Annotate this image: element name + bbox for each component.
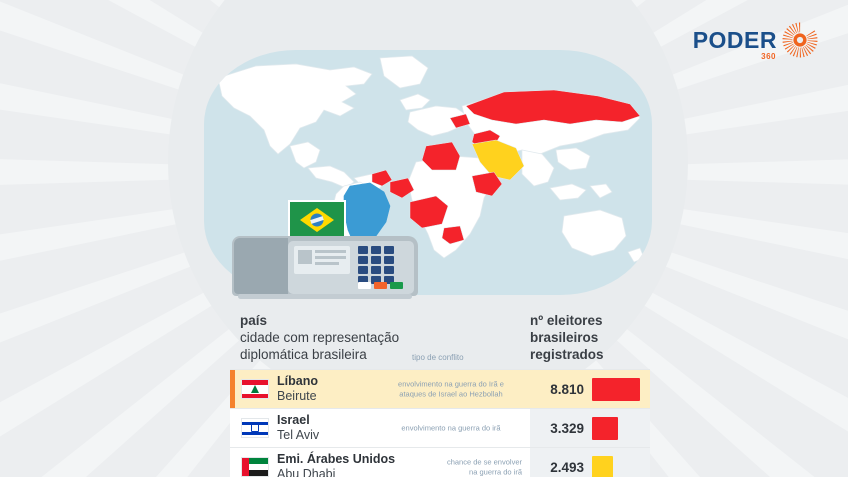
urna-key	[358, 266, 368, 274]
brazil-flag-badge	[288, 200, 346, 240]
header-eleitores-line2: brasileiros	[530, 330, 599, 345]
urna-screen-photo	[298, 250, 312, 264]
world-map-card	[204, 50, 652, 295]
header-eleitores-line3: registrados	[530, 347, 604, 362]
lebanon-flag	[242, 380, 268, 398]
table-row[interactable]: Líbano Beirute envolvimento na guerra do I…	[230, 369, 650, 408]
urna-key	[371, 246, 381, 254]
table-row[interactable]: Emi. Árabes Unidos Abu Dhabi chance de se …	[230, 447, 650, 477]
poder360-logo[interactable]: PODER 360	[692, 20, 818, 61]
row-voters-bar	[592, 377, 640, 401]
row-voters-cell: 3.329	[530, 409, 650, 447]
row-city-name: Tel Aviv	[277, 428, 320, 442]
urna-key	[371, 276, 381, 284]
row-country-name: Líbano	[277, 374, 318, 388]
urna-key	[384, 256, 394, 264]
row-conflict-type: envolvimento na guerra do Irã e ataques d…	[398, 379, 504, 399]
urna-branco-key	[358, 282, 371, 289]
row-voters-count: 8.810	[550, 381, 584, 397]
row-city-name: Abu Dhabi	[277, 467, 336, 477]
row-voters-bar	[592, 455, 613, 477]
row-conflict-type: envolvimento na guerra do irã	[401, 423, 501, 433]
row-names: Emi. Árabes Unidos Abu Dhabi	[277, 452, 395, 477]
row-voters-cell: 8.810	[530, 370, 650, 408]
urna-key	[358, 246, 368, 254]
table-header-right: nº eleitores brasileiros registrados	[530, 312, 650, 363]
urna-left-panel	[234, 238, 288, 294]
urna-corrige-key	[374, 282, 387, 289]
logo-wordmark: PODER 360	[692, 26, 777, 61]
header-cidade-line1: cidade com representação	[240, 330, 400, 345]
row-names: Líbano Beirute	[277, 374, 318, 404]
urna-key	[371, 266, 381, 274]
logo-poder-text: PODER	[692, 26, 777, 53]
world-map	[217, 55, 645, 279]
table-body: Líbano Beirute envolvimento na guerra do I…	[230, 369, 650, 477]
header-cidade-line2: diplomática brasileira	[240, 347, 367, 362]
urna-key	[384, 266, 394, 274]
voters-table: país cidade com representação diplomátic…	[230, 305, 650, 477]
urna-key	[384, 246, 394, 254]
table-header-left: país cidade com representação diplomátic…	[230, 312, 530, 363]
uae-flag	[242, 458, 268, 476]
header-eleitores-line1: nº eleitores	[530, 313, 603, 328]
row-country-name: Israel	[277, 413, 310, 427]
urna-key	[358, 256, 368, 264]
table-header: país cidade com representação diplomátic…	[230, 305, 650, 369]
urna-base-shadow	[238, 294, 412, 299]
row-country-cell: Líbano Beirute envolvimento na guerra do I…	[230, 370, 530, 408]
urna-eletronica-illustration	[232, 236, 418, 302]
israel-flag	[242, 419, 268, 437]
header-tipo-conflito: tipo de conflito	[412, 353, 464, 362]
row-voters-count: 2.493	[550, 459, 584, 475]
table-row[interactable]: Israel Tel Aviv envolvimento na guerra do …	[230, 408, 650, 447]
sunburst-circle-icon	[782, 22, 818, 58]
row-voters-cell: 2.493	[530, 448, 650, 477]
urna-screen-line	[315, 256, 346, 259]
urna-screen-line	[315, 250, 346, 253]
row-country-cell: Emi. Árabes Unidos Abu Dhabi chance de se …	[230, 448, 530, 477]
row-voters-bar	[592, 416, 618, 440]
row-voters-count: 3.329	[550, 420, 584, 436]
logo-360-text: 360	[761, 51, 776, 61]
urna-key	[371, 256, 381, 264]
urna-key	[384, 276, 394, 284]
row-country-name: Emi. Árabes Unidos	[277, 452, 396, 466]
row-names: Israel Tel Aviv	[277, 413, 319, 443]
row-conflict-type: chance de se envolver na guerra do irã	[446, 457, 522, 477]
row-country-cell: Israel Tel Aviv envolvimento na guerra do …	[230, 409, 530, 447]
urna-key	[358, 276, 368, 284]
row-city-name: Beirute	[277, 389, 317, 403]
urna-screen-line	[315, 262, 339, 265]
row-accent-bar	[230, 370, 235, 408]
header-pais: país	[240, 313, 268, 328]
urna-confirma-key	[390, 282, 403, 289]
